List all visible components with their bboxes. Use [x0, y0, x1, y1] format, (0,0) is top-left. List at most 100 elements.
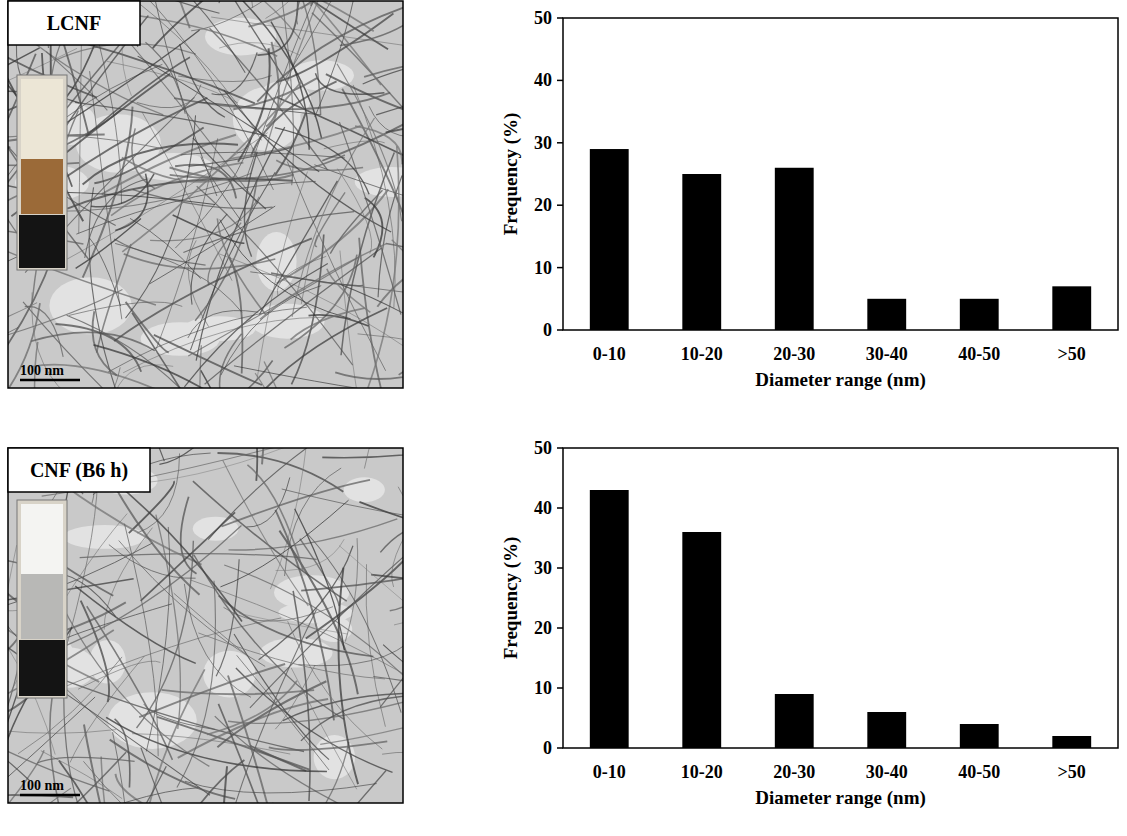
- y-tick-label: 10: [534, 258, 552, 278]
- x-tick-label: >50: [1058, 344, 1086, 364]
- fiber: [156, 515, 180, 729]
- fiber: [362, 146, 399, 388]
- fiber: [183, 212, 354, 253]
- fiber: [320, 681, 403, 744]
- x-tick-label: 40-50: [958, 344, 1000, 364]
- fiber: [200, 345, 215, 388]
- fiber: [141, 512, 235, 600]
- fiber: [364, 448, 403, 469]
- image-label: LCNF: [47, 12, 101, 34]
- y-tick: [557, 80, 563, 82]
- fiber: [115, 774, 169, 803]
- fiber: [76, 181, 315, 234]
- fiber: [175, 131, 253, 248]
- vial-bg: [17, 500, 67, 698]
- fiber: [188, 147, 292, 166]
- fiber: [306, 532, 401, 713]
- fiber: [244, 152, 257, 257]
- fiber: [257, 1, 403, 102]
- fiber: [301, 695, 403, 741]
- fiber: [188, 257, 359, 356]
- fiber: [355, 126, 402, 164]
- fiber: [234, 634, 329, 760]
- fiber: [25, 306, 63, 357]
- scale-bar: [20, 379, 80, 382]
- image-label-box: [8, 1, 140, 45]
- plot-frame: [563, 448, 1118, 748]
- fiber: [83, 107, 133, 278]
- fiber: [275, 113, 306, 175]
- fiber: [93, 311, 117, 375]
- bar: [682, 532, 721, 748]
- x-tick-label: 20-30: [773, 762, 815, 782]
- fiber: [306, 544, 403, 639]
- fiber: [91, 174, 154, 207]
- y-tick: [557, 567, 563, 569]
- fiber: [340, 1, 403, 45]
- fiber: [132, 313, 243, 388]
- vial-top: [21, 79, 63, 159]
- fiber: [141, 748, 191, 803]
- fiber: [376, 73, 403, 115]
- bar: [1052, 736, 1091, 748]
- fiber: [265, 1, 352, 18]
- fiber: [139, 664, 285, 717]
- fiber: [297, 1, 331, 24]
- plot-frame: [563, 18, 1118, 330]
- fiber: [297, 1, 321, 115]
- micrograph-blob: [193, 517, 239, 541]
- y-tick-label: 0: [543, 320, 552, 340]
- fiber: [211, 17, 403, 51]
- fiber: [174, 593, 246, 654]
- fiber: [122, 81, 302, 252]
- fiber: [8, 545, 17, 778]
- fiber: [150, 760, 245, 803]
- bar: [775, 168, 814, 330]
- vial-cap: [19, 640, 65, 696]
- fiber: [8, 630, 114, 734]
- fiber: [84, 725, 108, 803]
- fiber: [132, 128, 155, 188]
- fiber: [322, 448, 403, 458]
- fiber: [146, 527, 169, 751]
- y-tick-label: 30: [534, 133, 552, 153]
- y-tick-label: 30: [534, 558, 552, 578]
- vial-bg: [17, 75, 67, 270]
- fiber: [75, 586, 196, 663]
- fiber: [219, 254, 403, 367]
- fiber: [382, 752, 403, 779]
- fiber: [8, 491, 68, 727]
- fiber: [173, 215, 245, 243]
- fiber: [243, 1, 322, 139]
- fiber: [184, 263, 327, 386]
- y-tick-label: 40: [534, 498, 552, 518]
- y-tick: [557, 142, 563, 144]
- fiber: [180, 44, 225, 117]
- fiber: [55, 44, 196, 61]
- image-label-box: [8, 448, 150, 492]
- bar: [590, 149, 629, 330]
- fiber: [262, 448, 279, 464]
- y-tick: [557, 447, 563, 449]
- fiber: [392, 240, 403, 388]
- scale-bar: [20, 794, 80, 797]
- fiber: [269, 741, 387, 750]
- fiber: [114, 238, 312, 341]
- fiber: [345, 538, 357, 641]
- fiber: [324, 141, 385, 149]
- fiber: [72, 40, 255, 104]
- x-tick-label: 30-40: [866, 344, 908, 364]
- fiber: [380, 524, 403, 552]
- fiber: [126, 115, 196, 318]
- bar: [590, 490, 629, 748]
- fiber: [124, 254, 276, 269]
- vial-cap: [19, 215, 65, 268]
- bars: [590, 490, 1091, 748]
- fiber: [110, 478, 242, 622]
- micrograph-blob: [203, 651, 255, 698]
- fiber: [208, 223, 241, 285]
- fiber: [137, 85, 201, 108]
- fiber: [259, 181, 337, 315]
- fiber: [247, 465, 303, 571]
- bars: [590, 149, 1091, 330]
